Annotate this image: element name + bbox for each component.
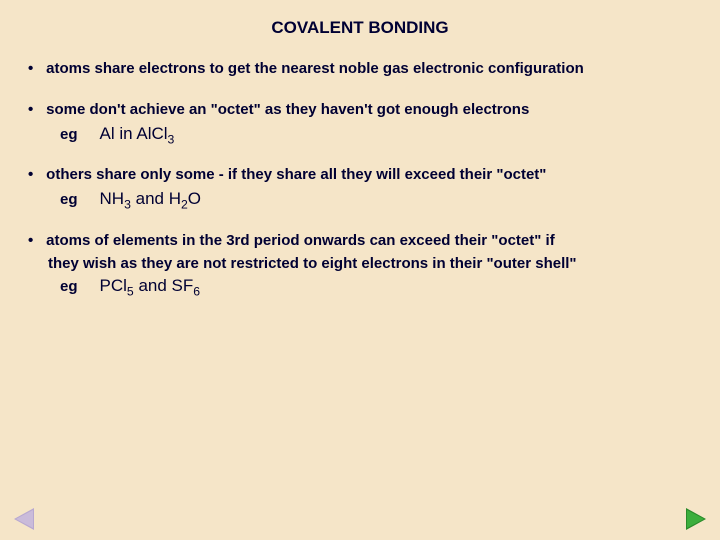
next-arrow-icon[interactable]	[686, 508, 706, 530]
bullet-4-formula: PCl5 and SF6	[100, 276, 201, 295]
slide-title: COVALENT BONDING	[20, 18, 700, 38]
bullet-3-text: others share only some - if they share a…	[46, 166, 546, 183]
bullet-2-formula: Al in AlCl3	[100, 124, 175, 143]
bullet-2-eg: eg Al in AlCl3	[20, 124, 700, 146]
bullet-2: • some don't achieve an "octet" as they …	[20, 101, 700, 118]
bullet-4-eg: eg PCl5 and SF6	[20, 276, 700, 298]
eg-label: eg	[60, 191, 78, 208]
bullet-1-text: atoms share electrons to get the nearest…	[46, 60, 584, 77]
eg-label: eg	[60, 278, 78, 295]
bullet-4-text: atoms of elements in the 3rd period onwa…	[46, 232, 555, 249]
slide-body: COVALENT BONDING • atoms share electrons…	[0, 0, 720, 338]
bullet-1: • atoms share electrons to get the neare…	[20, 60, 700, 77]
bullet-4-cont: they wish as they are not restricted to …	[20, 255, 700, 272]
eg-label: eg	[60, 126, 78, 143]
bullet-3-formula: NH3 and H2O	[100, 189, 202, 208]
bullet-3-eg: eg NH3 and H2O	[20, 189, 700, 211]
bullet-2-text: some don't achieve an "octet" as they ha…	[46, 101, 529, 118]
prev-arrow-icon[interactable]	[14, 508, 34, 530]
bullet-3: • others share only some - if they share…	[20, 166, 700, 183]
bullet-4: • atoms of elements in the 3rd period on…	[20, 232, 700, 249]
